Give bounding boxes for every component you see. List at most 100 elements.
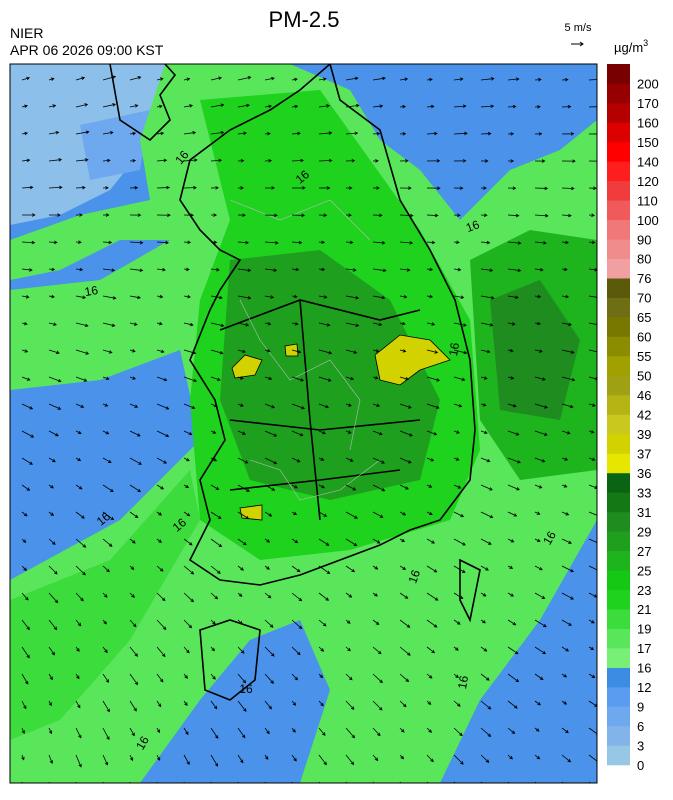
wind-arrow [129, 322, 138, 326]
wind-arrow [372, 295, 386, 300]
wind-arrow [129, 646, 138, 657]
wind-arrow [291, 131, 301, 136]
wind-arrow [21, 76, 31, 81]
wind-arrow [237, 619, 243, 625]
wind-arrow [129, 511, 139, 519]
wind-arrow [372, 727, 381, 737]
wind-arrow [426, 538, 435, 544]
wind-arrow [399, 132, 407, 136]
colorbar-label: 19 [637, 622, 651, 637]
wind-arrow [237, 727, 246, 739]
wind-arrow [183, 511, 191, 517]
colorbar-label: 140 [637, 154, 659, 169]
wind-arrow [183, 185, 197, 190]
yellow-patch [231, 354, 263, 379]
wind-arrow [129, 619, 137, 628]
wind-arrow [291, 700, 297, 706]
wind-arrow [264, 268, 278, 272]
wind-arrow [237, 511, 250, 520]
colorbar-band [607, 161, 630, 182]
wind-arrow [264, 457, 278, 465]
wind-arrow [453, 430, 460, 434]
wind-arrow [264, 754, 269, 760]
wind-arrow [237, 322, 250, 327]
wind-arrow [561, 240, 569, 245]
wind-arrow [507, 295, 519, 300]
colorbar-band [607, 550, 630, 571]
colorbar-label: 16 [637, 661, 651, 676]
wind-arrow [129, 700, 137, 712]
wind-arrow [561, 322, 573, 327]
wind-arrow [102, 103, 117, 108]
wind-arrow [102, 376, 110, 380]
colorbar-band [607, 667, 630, 688]
wind-arrow [426, 700, 432, 705]
wind-arrow [507, 565, 514, 569]
wind-arrow [507, 104, 517, 109]
wind-arrow [291, 294, 298, 299]
wind-arrow [291, 403, 305, 410]
wind-arrow [156, 727, 161, 734]
wind-arrow [480, 538, 492, 545]
wind-arrow [291, 754, 297, 762]
colorbar-label: 27 [637, 544, 651, 559]
wind-arrow [507, 646, 519, 655]
wind-arrow [237, 457, 249, 464]
wind-arrow [318, 349, 333, 355]
wind-arrow [48, 294, 55, 299]
wind-arrow [102, 131, 114, 135]
wind-arrow [210, 376, 221, 381]
wind-arrow [426, 754, 434, 763]
wind-arrow [210, 565, 221, 574]
wind-arrow [318, 376, 332, 382]
wind-arrow [345, 103, 360, 108]
wind-arrow [507, 322, 516, 326]
wind-arrow [372, 619, 380, 625]
wind-arrow [318, 754, 327, 766]
wind-arrow [588, 700, 597, 707]
wind-arrow [237, 403, 244, 407]
wind-arrow [372, 241, 386, 245]
colorbar-band [607, 395, 630, 415]
wind-arrow [534, 77, 542, 82]
wind-arrow [345, 592, 353, 598]
wind-arrow [372, 76, 386, 81]
wind-arrow [534, 186, 549, 191]
wind-arrow [75, 267, 84, 272]
wind-arrow [588, 511, 597, 516]
colorbar-label: 3 [637, 739, 644, 754]
wind-arrow [264, 376, 273, 381]
wind-arrow [156, 646, 166, 658]
wind-arrow [480, 322, 494, 327]
wind-arrow [210, 158, 223, 163]
wind-arrow [156, 131, 165, 136]
wind-arrow [264, 186, 275, 190]
wind-arrow [48, 213, 61, 217]
wind-arrow [318, 104, 330, 108]
wind-arrow [345, 457, 354, 462]
wind-arrow [48, 700, 52, 707]
wind-arrow [426, 646, 436, 654]
wind-arrow [102, 186, 109, 190]
wind-arrow [399, 673, 410, 683]
wind-arrow [48, 457, 56, 463]
colorbar-band [607, 375, 630, 396]
wind-arrow [183, 727, 189, 736]
wind-arrow [48, 754, 54, 765]
wind-arrow [534, 700, 541, 706]
wind-arrow [534, 484, 543, 489]
wind-arrow [318, 322, 331, 327]
wind-arrow [426, 511, 433, 516]
wind-arrow [291, 104, 299, 109]
wind-arrow [318, 565, 331, 574]
colorbar-band [607, 122, 630, 143]
colorbar-band [607, 511, 630, 532]
colorbar-band [607, 200, 630, 221]
wind-arrow [507, 457, 521, 464]
wind-arrow [183, 240, 192, 245]
wind-arrow [318, 592, 330, 601]
wind-arrow [588, 77, 597, 81]
wind-arrow [75, 727, 82, 739]
wind-arrow [237, 592, 243, 597]
wind-arrow [507, 268, 522, 273]
